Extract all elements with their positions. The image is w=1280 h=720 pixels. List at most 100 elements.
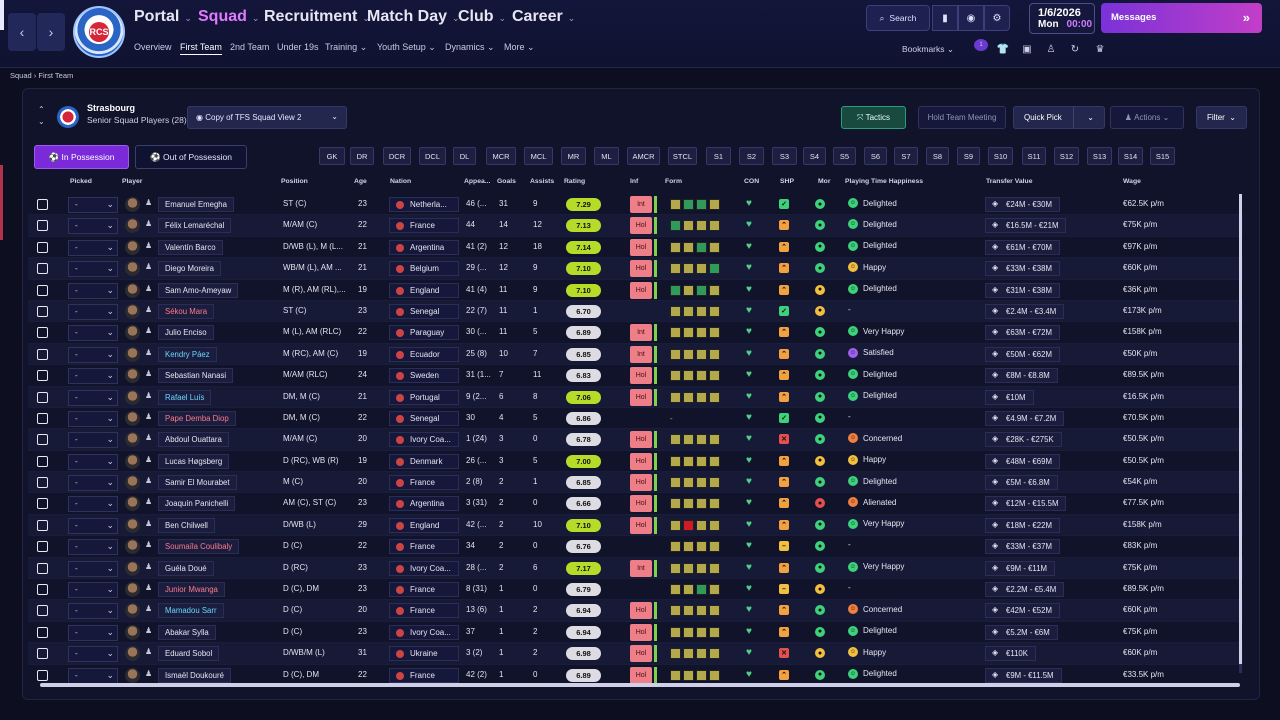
col-age[interactable]: Age — [354, 178, 367, 185]
transfer-value[interactable]: ◈ €16.5M - €21M — [985, 218, 1067, 234]
col-happiness[interactable]: Playing Time Happiness — [845, 178, 924, 185]
table-row[interactable]: - ⌄ ♟ Junior Mwanga D (C), DM 23 France 8 (31) 1… — [28, 579, 1243, 601]
select-checkbox[interactable] — [37, 199, 48, 210]
nav-matchday[interactable]: Match Day ⌄ — [367, 8, 460, 26]
table-row[interactable]: - ⌄ ♟ Ben Chilwell D/WB (L) 29 England 42 (... 2… — [28, 514, 1243, 537]
position-button-stcl[interactable]: STCL — [668, 147, 697, 165]
player-name[interactable]: Lucas Høgsberg — [158, 453, 230, 469]
filter-button[interactable]: Filter ⌄ — [1196, 106, 1247, 129]
player-name[interactable]: Samir El Mourabet — [158, 475, 237, 491]
picked-select[interactable]: - ⌄ — [68, 603, 118, 620]
globe-icon[interactable]: ◉ — [958, 5, 984, 31]
table-row[interactable]: - ⌄ ♟ Guéla Doué D (RC) 23 Ivory Coa... 28 (...… — [28, 557, 1243, 580]
nation-chip[interactable]: Senegal — [389, 303, 459, 319]
picked-select[interactable]: - ⌄ — [68, 646, 118, 663]
nav-recruitment[interactable]: Recruitment ⌄ — [264, 8, 370, 26]
clipboard-icon[interactable]: ▣ — [1022, 43, 1032, 55]
subnav-2nd-team[interactable]: 2nd Team — [230, 42, 270, 52]
table-row[interactable]: - ⌄ ♟ Mamadou Sarr D (C) 20 France 13 (6) 1 2 6.94… — [28, 600, 1243, 622]
subnav-under19s[interactable]: Under 19s — [277, 42, 319, 52]
table-row[interactable]: - ⌄ ♟ Félix Lemaréchal M/AM (C) 22 France 44 14 1… — [28, 215, 1243, 237]
subnav-dynamics[interactable]: Dynamics ⌄ — [445, 42, 495, 53]
position-button-s3[interactable]: S3 — [772, 147, 797, 165]
table-row[interactable]: - ⌄ ♟ Eduard Sobol D/WB/M (L) 31 Ukraine 3 (2) 1… — [28, 643, 1243, 665]
subnav-first-team[interactable]: First Team — [180, 42, 222, 55]
select-checkbox[interactable] — [37, 541, 48, 553]
col-player[interactable]: Player — [122, 178, 143, 185]
picked-select[interactable]: - ⌄ — [68, 432, 118, 449]
picked-select[interactable]: - ⌄ — [68, 261, 118, 278]
col-form[interactable]: Form — [665, 178, 682, 185]
select-checkbox[interactable] — [37, 519, 48, 531]
table-row[interactable]: - ⌄ ♟ Lucas Høgsberg D (RC), WB (R) 19 Denmark… — [28, 451, 1243, 473]
team-meeting-button[interactable]: Hold Team Meeting — [918, 106, 1006, 129]
col-wage[interactable]: Wage — [1123, 178, 1141, 185]
table-row[interactable]: - ⌄ ♟ Soumaïla Coulibaly D (C) 22 France 34 2 0 6.… — [28, 536, 1243, 558]
select-checkbox[interactable] — [37, 648, 48, 660]
position-button-dcr[interactable]: DCR — [383, 147, 411, 165]
table-row[interactable]: - ⌄ ♟ Samir El Mourabet M (C) 20 France 2 (8) 2 1… — [28, 472, 1243, 494]
player-name[interactable]: Pape Demba Diop — [158, 410, 236, 426]
gear-icon[interactable]: ⚙ — [984, 5, 1010, 31]
transfer-value[interactable]: ◈ €28K - €275K — [985, 432, 1062, 448]
select-checkbox[interactable] — [37, 477, 48, 489]
picked-select[interactable]: - ⌄ — [68, 303, 118, 320]
position-button-s11[interactable]: S11 — [1022, 147, 1046, 165]
col-nation[interactable]: Nation — [390, 178, 412, 185]
tactics-board-icon[interactable]: ♙ — [1046, 43, 1056, 55]
picked-select[interactable]: - ⌄ — [68, 539, 118, 556]
table-row[interactable]: - ⌄ ♟ Rafael Luís DM, M (C) 21 Portugal 9 (2...… — [28, 386, 1243, 408]
picked-select[interactable]: - ⌄ — [68, 368, 118, 385]
picked-select[interactable]: - ⌄ — [68, 389, 118, 406]
transfer-value[interactable]: ◈ €48M - €69M — [985, 453, 1060, 469]
transfer-value[interactable]: ◈ €9M - €11M — [985, 560, 1056, 576]
notification-badge[interactable]: 1 — [974, 39, 988, 51]
subnav-overview[interactable]: Overview — [134, 42, 172, 52]
back-button[interactable]: ‹ — [8, 13, 36, 51]
position-button-s10[interactable]: S10 — [988, 147, 1013, 165]
player-name[interactable]: Ismaël Doukouré — [158, 667, 231, 683]
position-button-dcl[interactable]: DCL — [419, 147, 446, 165]
position-button-s15[interactable]: S15 — [1150, 147, 1175, 165]
subnav-youth-setup[interactable]: Youth Setup ⌄ — [377, 42, 436, 53]
forward-button[interactable]: › — [37, 13, 65, 51]
nation-chip[interactable]: Ecuador — [389, 346, 459, 362]
select-checkbox[interactable] — [37, 626, 48, 638]
picked-select[interactable]: - ⌄ — [68, 517, 118, 534]
select-checkbox[interactable] — [37, 220, 48, 232]
col-picked[interactable]: Picked — [70, 178, 92, 185]
position-button-mr[interactable]: MR — [561, 147, 586, 165]
position-button-mcl[interactable]: MCL — [524, 147, 553, 165]
picked-select[interactable]: - ⌄ — [68, 197, 118, 213]
nav-portal[interactable]: Portal ⌄ — [134, 8, 192, 26]
select-checkbox[interactable] — [37, 412, 48, 424]
scrollbar-thumb[interactable] — [1239, 194, 1242, 664]
table-row[interactable]: - ⌄ ♟ Sam Amo-Ameyaw M (R), AM (RL),... 19 Eng… — [28, 280, 1243, 301]
transfer-value[interactable]: ◈ €61M - €70M — [985, 239, 1060, 255]
collapse-toggle[interactable]: ⌃ ⌄ — [38, 105, 45, 126]
col-apps[interactable]: Appea... — [464, 178, 491, 185]
player-name[interactable]: Eduard Sobol — [158, 646, 220, 662]
nation-chip[interactable]: Ivory Coa... — [389, 560, 459, 576]
player-name[interactable]: Joaquín Panichelli — [158, 496, 236, 512]
transfer-value[interactable]: ◈ €4.9M - €7.2M — [985, 410, 1065, 426]
player-name[interactable]: Guéla Doué — [158, 560, 214, 576]
table-row[interactable]: - ⌄ ♟ Julio Enciso M (L), AM (RLC) 22 Paraguay… — [28, 322, 1243, 344]
position-button-amcr[interactable]: AMCR — [627, 147, 660, 165]
position-button-dr[interactable]: DR — [350, 147, 374, 165]
breadcrumb-squad[interactable]: Squad — [10, 71, 32, 80]
select-checkbox[interactable] — [37, 327, 48, 339]
select-checkbox[interactable] — [37, 562, 48, 574]
subnav-training[interactable]: Training ⌄ — [325, 42, 367, 53]
position-button-s9[interactable]: S9 — [957, 147, 980, 165]
table-row[interactable]: - ⌄ ♟ Sebastian Nanasi M/AM (RLC) 24 Sweden 31 … — [28, 365, 1243, 387]
picked-select[interactable]: - ⌄ — [68, 560, 118, 577]
subnav-more[interactable]: More ⌄ — [504, 42, 535, 53]
player-name[interactable]: Soumaïla Coulibaly — [158, 539, 240, 555]
nation-chip[interactable]: Argentina — [389, 239, 459, 255]
col-assists[interactable]: Assists — [530, 178, 555, 185]
nation-chip[interactable]: Paraguay — [389, 325, 459, 341]
select-checkbox[interactable] — [37, 605, 48, 617]
picked-select[interactable]: - ⌄ — [68, 410, 118, 427]
nation-chip[interactable]: Senegal — [389, 410, 459, 426]
